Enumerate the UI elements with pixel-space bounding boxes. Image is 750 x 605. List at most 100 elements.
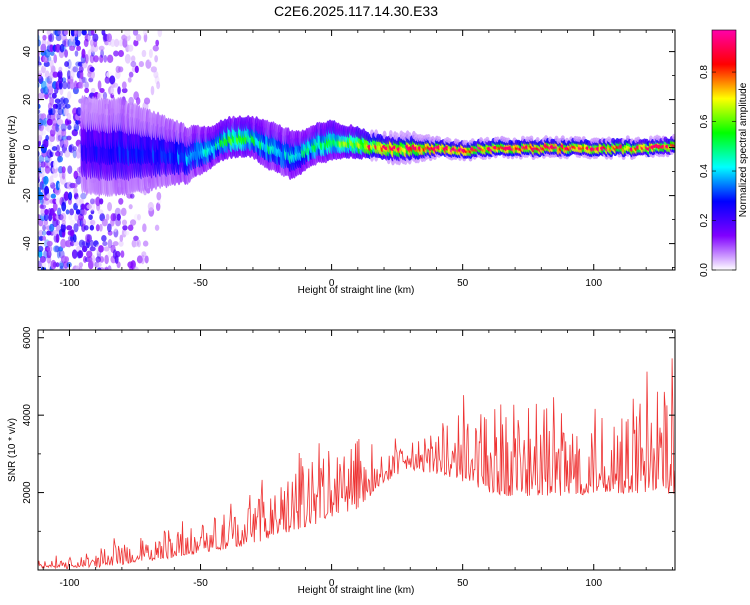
spectrogram-noise-cell [124, 30, 131, 37]
spectrogram-noise-cell [46, 55, 52, 62]
spectrogram-noise-cell [133, 266, 139, 270]
spectrogram-noise-cell [114, 38, 120, 48]
spectrogram-noise-cell [89, 39, 95, 47]
spectrogram-noise-cell [88, 214, 93, 220]
spectrogram-noise-cell [118, 197, 124, 205]
spectrogram-noise-cell [110, 213, 117, 222]
spectrogram-noise-cell [155, 202, 161, 212]
spectrogram-noise-cell [46, 80, 54, 90]
spectrogram-noise-cell [97, 92, 101, 99]
spectrogram-noise-cell [86, 204, 92, 210]
spectrogram-noise-cell [40, 118, 47, 126]
spectrogram-noise-cell [70, 234, 74, 242]
spectrogram-noise-cell [46, 193, 53, 199]
spectrogram-noise-cell [145, 59, 152, 69]
spectrogram-noise-cell [133, 235, 139, 241]
spectrogram-noise-cell [60, 34, 67, 41]
spectrogram-noise-cell [51, 92, 57, 99]
spectrogram-noise-cell [81, 30, 87, 36]
spectrogram-noise-cell [121, 87, 128, 94]
spectrogram-x-axis-label: Height of straight line (km) [298, 285, 415, 296]
spectrogram-noise-cell [43, 213, 49, 222]
spectrogram-noise-cell [93, 55, 99, 63]
x-tick-label: -100 [59, 578, 79, 589]
spectrogram-noise-cell [103, 55, 108, 63]
spectrogram-noise-cell [90, 209, 95, 215]
spectrogram-noise-cell [109, 38, 116, 47]
spectrogram-noise-cell [69, 45, 76, 52]
spectrogram-noise-cell [57, 165, 64, 174]
spectrogram-noise-cell [55, 233, 60, 244]
spectrogram-noise-cell [72, 234, 77, 243]
spectrogram-noise-cell [89, 224, 95, 231]
spectrogram-noise-cell [115, 250, 121, 258]
spectrogram-noise-cell [84, 33, 91, 42]
spectrogram-noise-cell [135, 33, 142, 42]
spectrogram-noise-cell [111, 198, 116, 205]
spectrogram-noise-cell [79, 198, 84, 205]
spectrogram-noise-cell [49, 51, 55, 56]
spectrogram-noise-cell [64, 106, 69, 117]
spectrogram-noise-cell [112, 249, 117, 260]
spectrogram-noise-cell [38, 260, 42, 269]
spectrogram-y-axis-label: Frequency (Hz) [7, 116, 18, 185]
spectrogram-noise-cell [68, 214, 73, 221]
spectrogram-noise-cell [61, 77, 67, 83]
spectrogram-noise-cell [51, 171, 59, 178]
spectrogram-noise-cell [90, 219, 96, 226]
spectrogram-noise-cell [72, 149, 77, 159]
spectrogram-noise-cell [106, 54, 114, 63]
spectrogram-noise-cell [58, 103, 63, 110]
spectrogram-noise-cell [128, 204, 133, 210]
spectrogram-noise-cell [152, 45, 159, 52]
spectrogram-noise-cell [97, 80, 102, 91]
spectrogram-noise-cell [112, 213, 118, 222]
spectrogram-noise-cell [74, 213, 79, 222]
spectrogram-noise-cell [101, 234, 107, 242]
spectrogram-noise-cell [105, 213, 110, 221]
spectrogram-noise-cell [107, 265, 112, 270]
spectrogram-noise-cell [56, 113, 61, 121]
spectrogram-noise-cell [50, 182, 56, 189]
spectrogram-ridge-cell [671, 133, 675, 140]
colorbar: 0.0 0.2 0.4 0.6 0.8 Normalized spectral ampl… [699, 29, 749, 277]
spectrogram-noise-cell [38, 109, 41, 115]
spectrogram-noise-cell [43, 86, 50, 95]
spectrogram-noise-cell [112, 241, 119, 247]
spectrogram-noise-cell [154, 224, 160, 231]
spectrogram-noise-cell [89, 239, 94, 248]
spectrogram-noise-cell [107, 250, 112, 258]
spectrogram-noise-cell [78, 65, 84, 73]
spectrogram-noise-cell [57, 30, 64, 36]
spectrogram-noise-cell [76, 166, 82, 173]
spectrogram-noise-cell [127, 224, 134, 231]
spectrogram-noise-cell [97, 209, 104, 215]
spectrogram-noise-cell [99, 223, 103, 232]
spectrogram-noise-cell [131, 66, 136, 73]
spectrogram-noise-cell [68, 59, 75, 69]
colorbar-tick-label: 0.4 [699, 164, 710, 178]
spectrogram-noise-cell [80, 192, 87, 200]
x-tick-label: -50 [193, 578, 208, 589]
spectrogram-noise-cell [60, 222, 66, 233]
spectrogram-noise-cell [67, 119, 72, 125]
spectrogram-noise-cell [38, 150, 40, 158]
spectrogram-noise-cell [83, 225, 89, 231]
spectrogram-noise-cell [53, 159, 58, 170]
spectrogram-noise-cell [73, 80, 78, 90]
spectrogram-noise-cell [52, 201, 58, 212]
x-tick-label: 50 [457, 278, 469, 289]
spectrogram-noise-cell [155, 39, 160, 47]
spectrogram-noise-cell [76, 45, 82, 51]
spectrogram-noise-cell [60, 123, 67, 132]
spectrogram-noise-cell [41, 39, 47, 47]
spectrogram-noise-cell [40, 43, 47, 53]
spectrogram-noise-cell [66, 239, 72, 248]
spectrogram-noise-cell [45, 134, 50, 142]
spectrogram-noise-cell [64, 256, 69, 263]
spectrogram-noise-cell [127, 44, 134, 52]
spectrogram-noise-cell [86, 218, 93, 227]
spectrogram-noise-cell [156, 81, 161, 90]
spectrogram-noise-cell [51, 146, 58, 152]
